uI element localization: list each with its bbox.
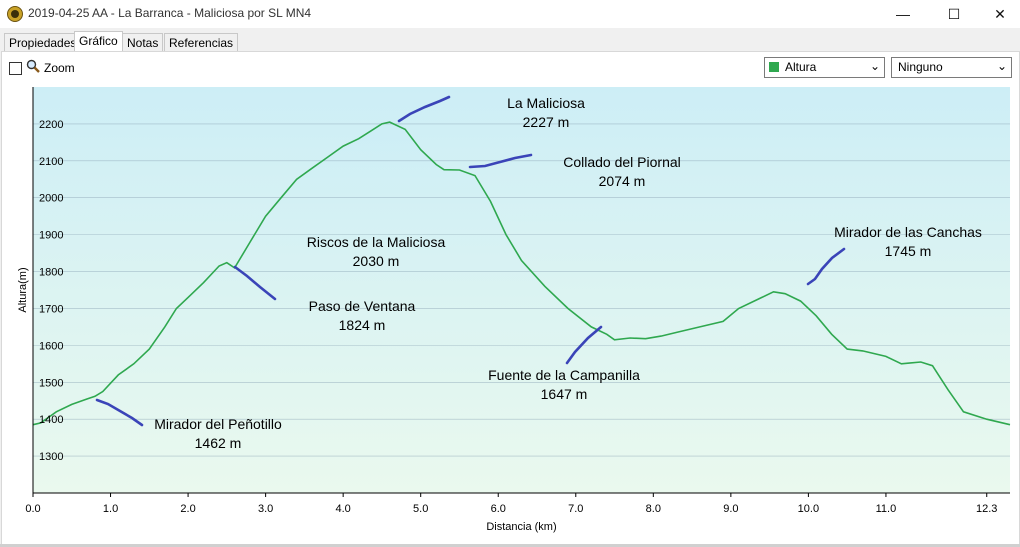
y-tick-label: 1800 <box>39 267 63 279</box>
y-tick-label: 1300 <box>39 451 63 463</box>
annotation-stroke-collado-del-piornal <box>468 153 533 169</box>
window-title: 2019-04-25 AA - La Barranca - Maliciosa … <box>28 6 312 20</box>
minimize-button[interactable]: — <box>896 6 910 22</box>
y-tick-label: 2000 <box>39 193 63 205</box>
tab-referencias[interactable]: Referencias <box>164 33 239 52</box>
annotation-stroke-mirador-de-las-canchas <box>806 247 846 286</box>
zoom-checkbox[interactable] <box>9 62 22 75</box>
annotation-value-fuente-de-la-campanilla: 1647 m <box>541 386 588 402</box>
x-tick-label: 0.0 <box>25 503 40 515</box>
x-tick-label: 10.0 <box>798 503 819 515</box>
series-select-value: Altura <box>785 60 817 74</box>
annotation-value-la-maliciosa: 2227 m <box>523 114 570 130</box>
annotation-name-collado-del-piornal: Collado del Piornal <box>563 154 681 170</box>
x-tick-label: 9.0 <box>723 503 738 515</box>
maximize-button[interactable]: ☐ <box>947 6 961 22</box>
x-tick-label: 12.3 <box>976 503 997 515</box>
magnifier-icon <box>26 59 40 73</box>
x-tick-label: 8.0 <box>646 503 661 515</box>
x-tick-label: 7.0 <box>568 503 583 515</box>
annotation-stroke-paso-de-ventana <box>233 265 277 301</box>
status-strip <box>0 544 1020 547</box>
annotation-value-paso-de-ventana: 1824 m <box>339 317 386 333</box>
annotation-name-fuente-de-la-campanilla: Fuente de la Campanilla <box>488 367 640 383</box>
tab-grafico[interactable]: Gráfico <box>74 31 123 53</box>
annotation-name-mirador-de-las-canchas: Mirador de las Canchas <box>834 224 982 240</box>
annotation-name-riscos-de-la-maliciosa: Riscos de la Maliciosa <box>307 234 446 250</box>
y-axis-label: Altura(m) <box>17 267 29 312</box>
x-tick-label: 2.0 <box>180 503 195 515</box>
app-icon <box>7 6 23 22</box>
y-tick-label: 1600 <box>39 340 63 352</box>
annotation-stroke-mirador-del-pe-otillo <box>95 398 144 427</box>
secondary-select-value: Ninguno <box>898 60 943 74</box>
annotation-value-collado-del-piornal: 2074 m <box>599 173 646 189</box>
chevron-down-icon: ⌄ <box>996 59 1007 73</box>
tab-notas[interactable]: Notas <box>122 33 164 52</box>
annotation-stroke-fuente-de-la-campanilla <box>565 325 603 365</box>
title-bar: 2019-04-25 AA - La Barranca - Maliciosa … <box>0 0 1020 28</box>
annotation-value-riscos-de-la-maliciosa: 2030 m <box>353 253 400 269</box>
elevation-line <box>32 121 1011 426</box>
y-tick-label: 2200 <box>39 119 63 131</box>
x-tick-label: 1.0 <box>103 503 118 515</box>
annotation-name-paso-de-ventana: Paso de Ventana <box>309 298 416 314</box>
annotation-value-mirador-del-pe-otillo: 1462 m <box>195 435 242 451</box>
x-tick-label: 11.0 <box>876 503 897 515</box>
x-tick-label: 3.0 <box>258 503 273 515</box>
secondary-series-select[interactable]: Ninguno ⌄ <box>891 57 1012 78</box>
zoom-label: Zoom <box>44 61 75 75</box>
x-tick-label: 6.0 <box>491 503 506 515</box>
area-fill <box>33 122 1010 493</box>
chevron-down-icon: ⌄ <box>869 59 880 73</box>
elevation-chart: 1300 1400 1500 1600 1700 1800 1900 2000 2100 2200… <box>17 87 1011 533</box>
y-tick-label: 2100 <box>39 156 63 168</box>
y-tick-label: 1400 <box>39 414 63 426</box>
annotation-stroke-la-maliciosa <box>397 95 451 123</box>
y-tick-label: 1900 <box>39 230 63 242</box>
y-tick-label: 1700 <box>39 303 63 315</box>
x-tick-label: 4.0 <box>336 503 351 515</box>
close-button[interactable]: ✕ <box>994 6 1006 22</box>
series-color-swatch <box>769 62 779 72</box>
series-select[interactable]: Altura ⌄ <box>764 57 885 78</box>
y-tick-label: 1500 <box>39 377 63 389</box>
tab-propiedades[interactable]: Propiedades <box>4 33 82 52</box>
annotation-name-la-maliciosa: La Maliciosa <box>507 95 585 111</box>
annotation-name-mirador-del-pe-otillo: Mirador del Peñotillo <box>154 416 282 432</box>
x-tick-label: 5.0 <box>413 503 428 515</box>
annotation-value-mirador-de-las-canchas: 1745 m <box>885 243 932 259</box>
x-axis-label: Distancia (km) <box>486 521 556 533</box>
tab-bar: Propiedades Gráfico Notas Referencias <box>0 28 1020 53</box>
